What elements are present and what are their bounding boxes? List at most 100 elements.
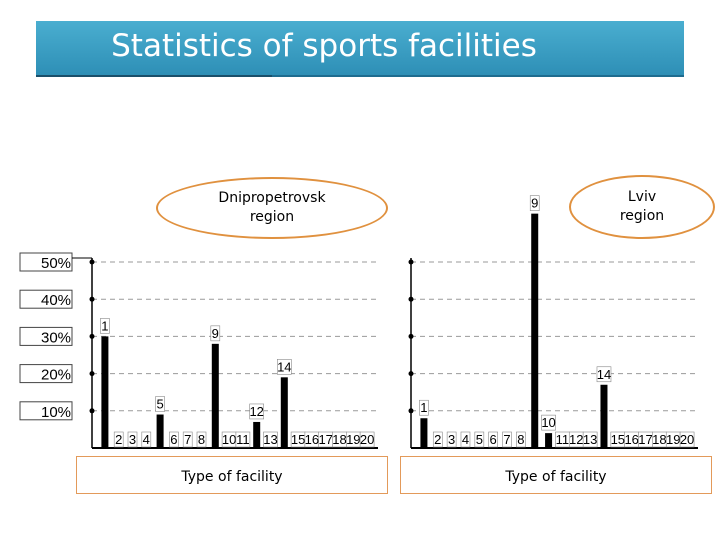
right-cat-label-10: 10 [541,415,555,430]
left-cat-label-17: 17 [318,432,332,447]
left-ytick-box [19,401,73,421]
right-cat-label-11: 11 [556,432,570,447]
right-cat-label-1: 1 [420,400,427,415]
left-cat-label-1: 1 [101,318,108,333]
right-bar-10 [545,433,553,448]
left-cat-box-2 [113,431,124,448]
right-xlabel: Type of facility [505,469,607,485]
left-cat-box-6 [169,431,179,448]
right-bar-1 [420,418,428,448]
right-cat-box-10 [541,414,556,431]
left-ytick-label: 30% [41,329,71,346]
page-title: Statistics of sports facilities [111,28,537,64]
left-cat-label-8: 8 [198,432,205,447]
right-cat-label-14: 14 [597,367,611,382]
left-cat-label-10: 10 [222,432,236,447]
title-bar [36,21,684,77]
right-cat-box-2 [432,431,443,448]
right-cat-label-13: 13 [583,432,597,447]
left-xlabel-box: Type of facility [76,456,388,494]
right-cat-label-20: 20 [680,432,694,447]
right-cat-box-7 [502,431,512,448]
left-bar-12 [253,421,261,448]
left-cat-label-4: 4 [143,432,150,447]
right-cat-label-12: 12 [569,432,583,447]
right-cat-box-3 [446,431,457,448]
right-cat-box-13 [582,431,598,448]
right-cat-label-8: 8 [517,432,524,447]
right-region-line2: region [619,208,665,224]
left-cat-box-3 [127,431,138,448]
left-bar-14 [280,377,288,448]
right-cat-label-5: 5 [476,432,483,447]
left-cat-box-4 [141,431,152,448]
left-cat-label-2: 2 [115,432,122,447]
left-bar-9 [211,343,219,448]
right-cat-label-4: 4 [462,432,469,447]
left-cat-label-3: 3 [129,432,136,447]
right-region-label: Lviv region [569,175,715,239]
right-cat-label-15: 15 [611,432,625,447]
right-cat-label-18: 18 [652,432,666,447]
left-bar-5 [156,414,164,448]
left-ytick-box [19,364,73,384]
left-cat-label-7: 7 [184,432,191,447]
right-cat-box-4 [460,431,471,448]
right-cat-box-5 [474,431,485,448]
left-ytick-label: 50% [41,255,71,272]
left-cat-box-11 [235,431,251,448]
right-cat-box-14 [596,366,612,383]
left-cat-box-12 [249,403,264,420]
left-cat-label-14: 14 [277,359,291,374]
left-region-label: Dnipropetrovsk region [156,177,388,239]
left-ytick-box [19,252,73,272]
left-cat-label-9: 9 [212,326,219,341]
left-cat-box-5 [155,396,165,412]
left-region-line2: region [249,209,295,225]
left-xlabel: Type of facility [181,469,283,485]
left-ytick-box [19,326,73,346]
left-cat-box-8 [196,431,207,448]
right-cat-label-19: 19 [666,432,680,447]
left-cat-label-15: 15 [291,432,305,447]
title-underline [36,75,272,77]
left-ytick-label: 10% [41,404,71,421]
right-cat-box-20 [679,431,695,448]
right-cat-box-9 [529,195,540,211]
left-cat-label-5: 5 [156,397,163,412]
left-cat-box-20 [359,431,375,448]
right-cat-label-16: 16 [624,432,638,447]
left-cat-box-14 [276,359,292,375]
left-cat-label-11: 11 [236,432,250,447]
right-cat-label-2: 2 [434,432,441,447]
right-cat-label-17: 17 [638,432,652,447]
right-cat-label-6: 6 [490,432,497,447]
left-cat-label-13: 13 [263,432,277,447]
right-cat-box-8 [516,431,526,448]
left-ytick-box [19,289,73,309]
left-cat-box-13 [263,431,278,448]
left-cat-label-19: 19 [346,432,360,447]
right-xlabel-box: Type of facility [400,456,712,494]
right-cat-label-3: 3 [448,432,455,447]
right-cat-label-9: 9 [531,196,538,211]
left-cat-label-6: 6 [170,432,177,447]
right-bar-14 [600,384,608,448]
right-cat-box-6 [488,431,498,448]
right-bar-9 [531,213,539,448]
right-cat-label-7: 7 [503,432,510,447]
left-cat-label-12: 12 [249,404,263,419]
left-cat-box-1 [100,318,110,334]
left-region-line1: Dnipropetrovsk [218,190,326,206]
left-cat-label-18: 18 [332,432,346,447]
left-ytick-label: 40% [41,292,71,309]
right-region-line1: Lviv [627,189,657,205]
left-cat-box-7 [182,431,193,448]
left-bar-1 [101,336,109,448]
left-cat-label-20: 20 [360,432,374,447]
left-cat-box-9 [210,325,221,342]
right-cat-box-1 [419,399,429,416]
left-cat-label-16: 16 [305,432,319,447]
left-ytick-label: 20% [41,367,71,384]
